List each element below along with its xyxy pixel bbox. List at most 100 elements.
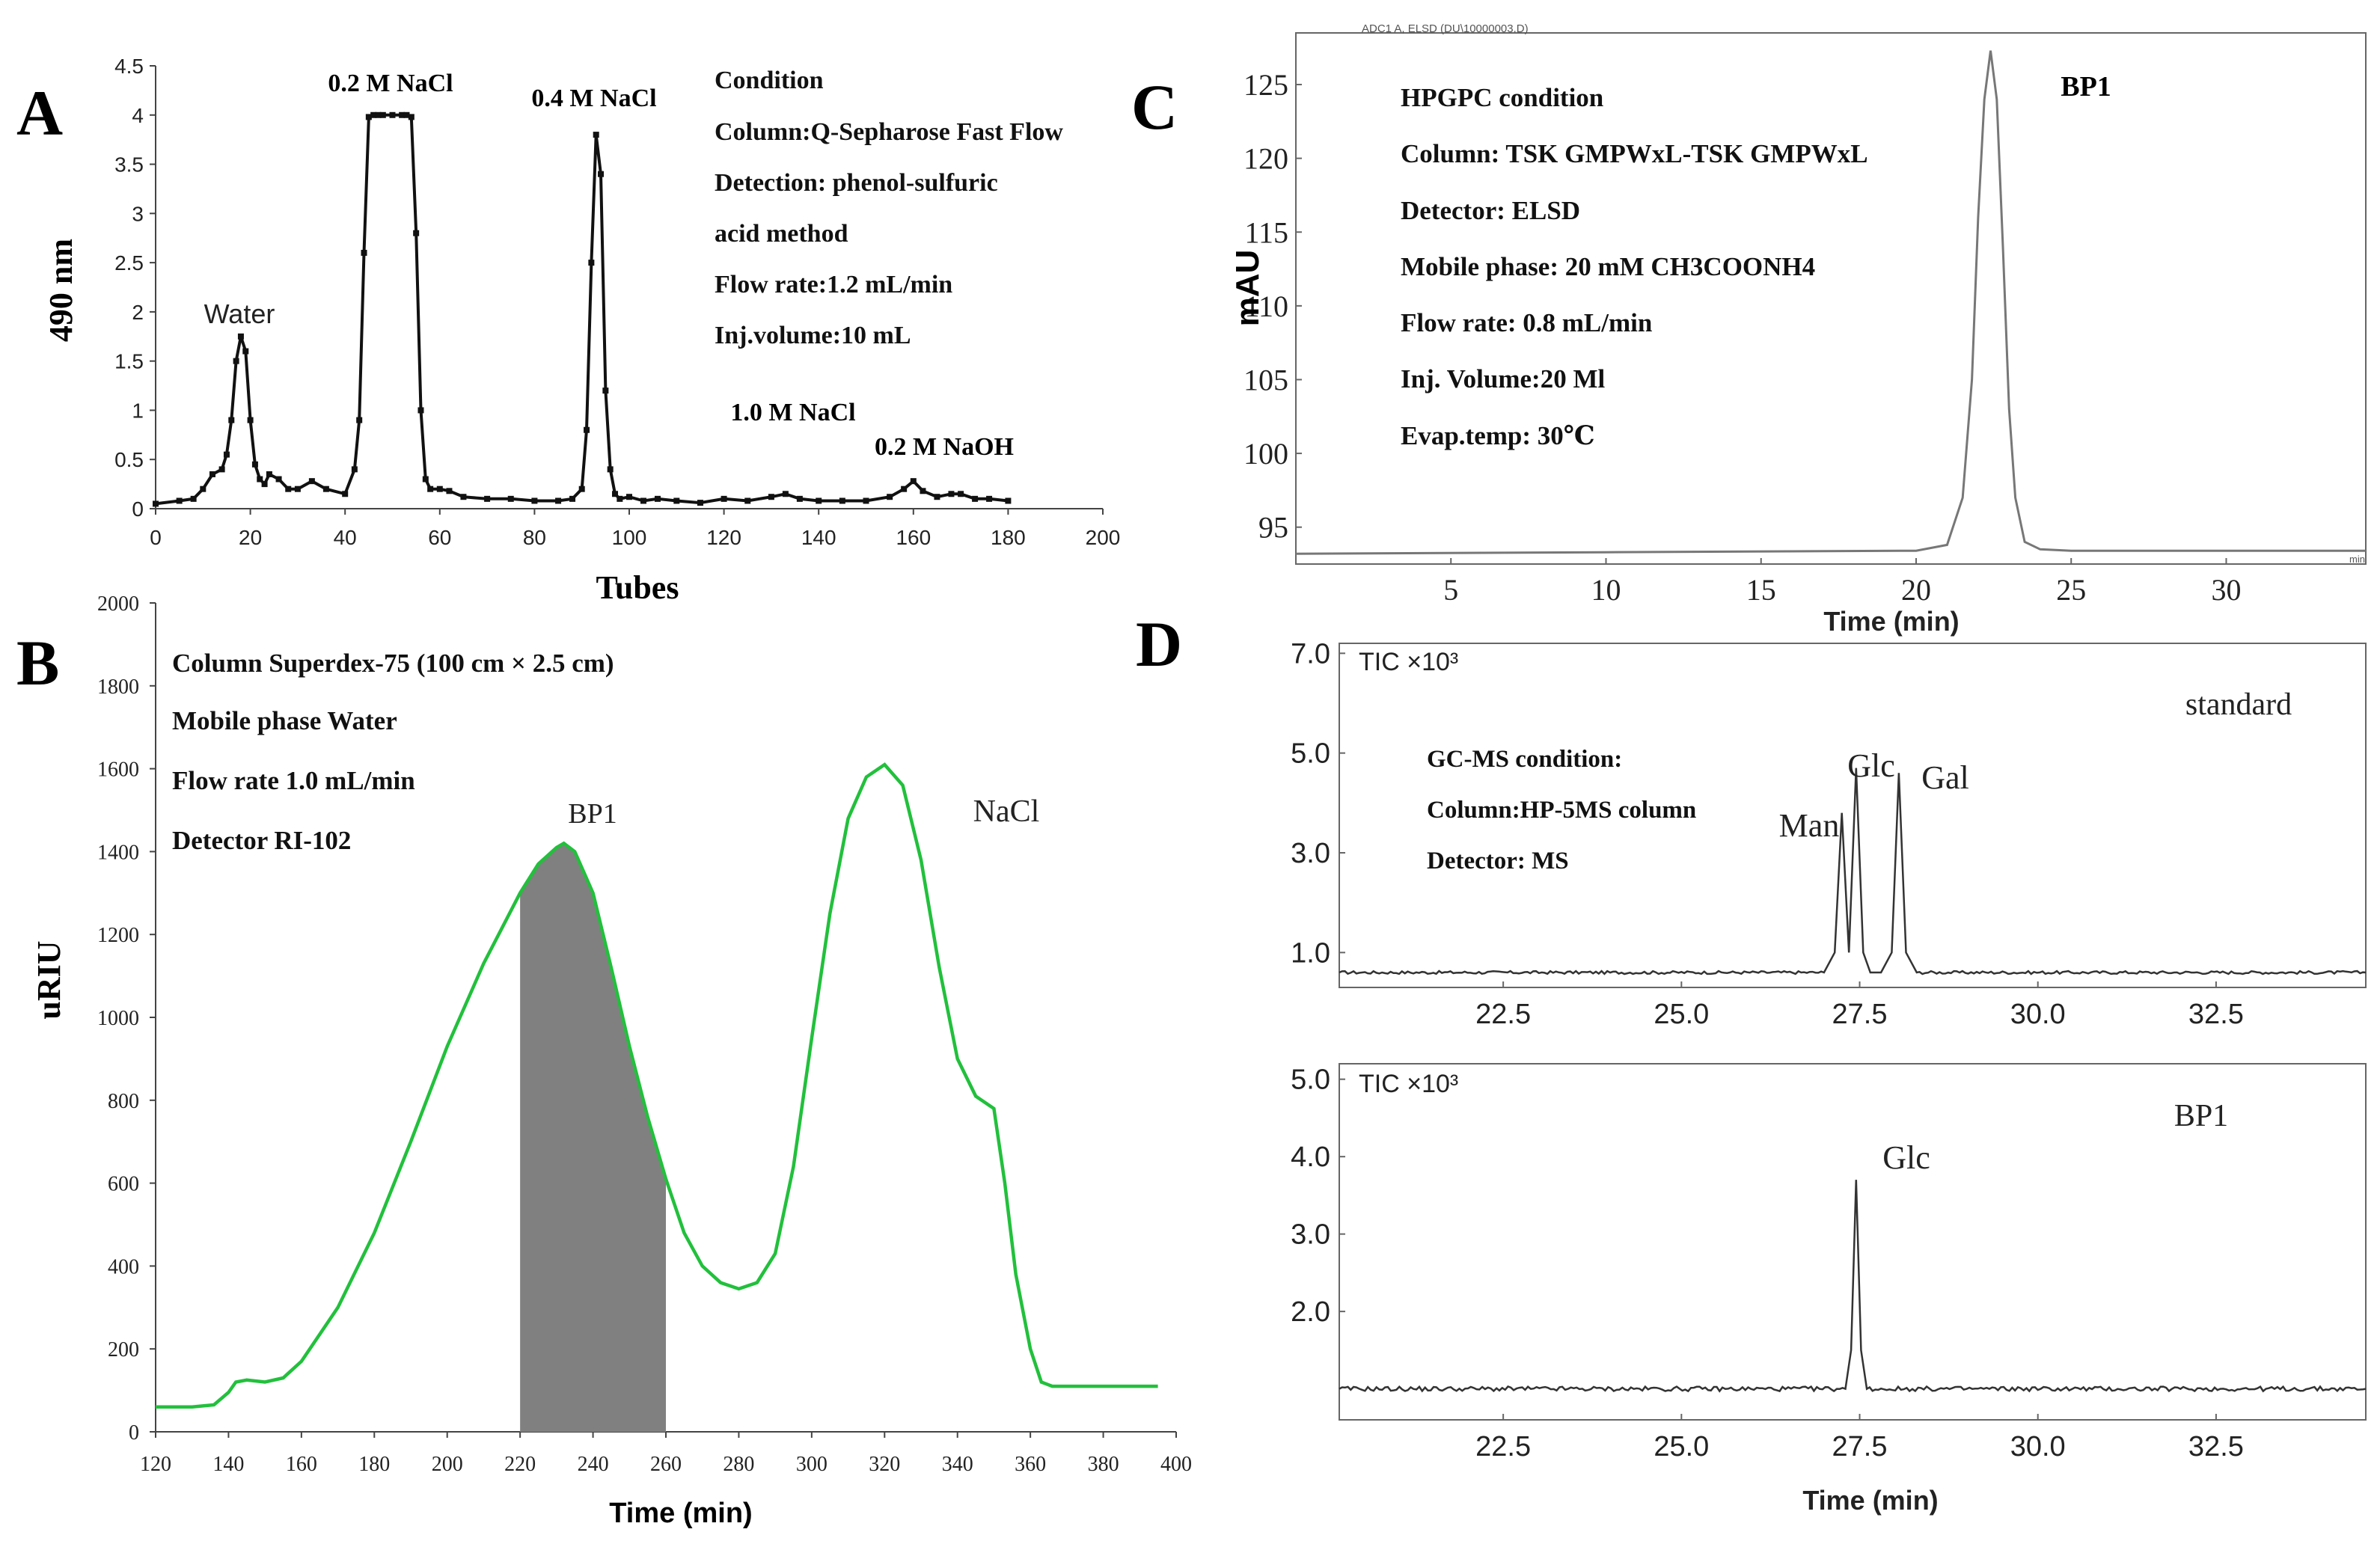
panel-a-data-point bbox=[986, 495, 993, 502]
panel-b-y-tick-label: 0 bbox=[129, 1421, 139, 1445]
panel-a-data-point bbox=[863, 497, 869, 504]
panel-b-x-tick-label: 300 bbox=[796, 1453, 828, 1476]
panel-a-data-point bbox=[768, 494, 774, 500]
panel-a-x-tick-label: 0 bbox=[150, 526, 162, 549]
panel-a-data-point bbox=[408, 114, 414, 120]
panel-a-x-tick-label: 60 bbox=[428, 526, 451, 549]
panel-d-standard-peak-label: Gal bbox=[1921, 759, 1969, 796]
panel-d-standard-x-tick-label: 32.5 bbox=[2188, 999, 2244, 1030]
panel-a-data-point bbox=[744, 497, 751, 504]
panel-d-bp1-series-line bbox=[1339, 1180, 2367, 1393]
panel-a-data-point bbox=[200, 485, 207, 492]
panel-a-data-point bbox=[578, 485, 585, 492]
panel-b-y-tick-label: 800 bbox=[108, 1090, 139, 1113]
panel-a-data-point bbox=[261, 481, 268, 488]
panel-a-data-point bbox=[237, 333, 244, 340]
panel-a-data-point bbox=[531, 497, 538, 504]
panel-a-y-tick-label: 2.5 bbox=[114, 251, 144, 275]
panel-a-y-tick-label: 4.5 bbox=[114, 55, 144, 78]
panel-c-y-tick-label: 100 bbox=[1243, 437, 1288, 471]
panel-a-data-point bbox=[413, 230, 420, 236]
panel-a-x-tick-label: 160 bbox=[896, 526, 931, 549]
panel-a-x-tick-label: 100 bbox=[612, 526, 647, 549]
panel-a-peak-label: 0.4 M NaCl bbox=[531, 85, 656, 112]
panel-b-peak-label: NaCl bbox=[973, 794, 1040, 829]
panel-d-bp1-x-tick-label: 32.5 bbox=[2188, 1431, 2244, 1462]
panel-c-condition-line: Evap.temp: 30℃ bbox=[1401, 421, 1595, 450]
panel-a-peak-label: 1.0 M NaCl bbox=[730, 399, 855, 426]
panel-a-condition-line: Condition bbox=[715, 67, 824, 94]
panel-a-data-point bbox=[934, 494, 940, 500]
panel-c-condition-line: Inj. Volume:20 Ml bbox=[1401, 364, 1605, 393]
panel-a-data-point bbox=[901, 485, 908, 492]
panel-a-data-point bbox=[375, 111, 382, 118]
panel-d-standard-peak-label: Glc bbox=[1847, 747, 1895, 784]
panel-d-bp1-xlabel: Time (min) bbox=[1802, 1485, 1938, 1516]
panel-a-data-point bbox=[721, 495, 727, 502]
panel-letter-c: C bbox=[1131, 71, 1178, 143]
panel-d-bp1-tic-label: TIC ×10³ bbox=[1359, 1070, 1458, 1098]
panel-a-data-point bbox=[607, 466, 614, 473]
panel-c-condition-line: Flow rate: 0.8 mL/min bbox=[1401, 308, 1652, 337]
panel-c-signal-title: ADC1 A, ELSD (DU\10000003.D) bbox=[1362, 22, 1529, 35]
panel-a-data-point bbox=[569, 495, 576, 502]
panel-b-x-tick-label: 400 bbox=[1160, 1453, 1192, 1476]
panel-d-standard-sample-label: standard bbox=[2185, 687, 2292, 722]
panel-c-y-tick-label: 105 bbox=[1243, 363, 1288, 396]
panel-letter-b: B bbox=[16, 627, 59, 699]
panel-d-condition-line: Detector: MS bbox=[1427, 848, 1569, 874]
panel-a-y-tick-label: 0 bbox=[132, 497, 144, 521]
panel-a-xlabel: Tubes bbox=[596, 569, 679, 606]
panel-d-standard-x-tick-label: 25.0 bbox=[1654, 999, 1709, 1030]
panel-b-x-tick-label: 320 bbox=[869, 1453, 900, 1476]
panel-a-data-point bbox=[361, 249, 367, 256]
panel-c-x-tick-label: 5 bbox=[1443, 573, 1458, 607]
panel-a-data-point bbox=[242, 348, 249, 355]
panel-c-xlabel: Time (min) bbox=[1823, 606, 1959, 637]
panel-c-y-tick-label: 120 bbox=[1243, 142, 1288, 176]
panel-a-peak-label: 0.2 M NaOH bbox=[875, 433, 1014, 461]
panel-b-condition-line: Flow rate 1.0 mL/min bbox=[172, 766, 415, 795]
panel-b-series-line bbox=[156, 762, 1158, 1409]
panel-a-condition-line: Detection: phenol-sulfuric bbox=[715, 169, 998, 197]
panel-b-y-tick-label: 1800 bbox=[97, 676, 139, 699]
panel-c-condition-line: Detector: ELSD bbox=[1401, 196, 1580, 225]
panel-d-bp1-sample-label: BP1 bbox=[2174, 1099, 2228, 1133]
panel-a-condition-line: Column:Q-Sepharose Fast Flow bbox=[715, 118, 1063, 146]
panel-c-x-tick-label: 20 bbox=[1901, 573, 1931, 607]
panel-b-y-tick-label: 1200 bbox=[97, 924, 139, 947]
panel-b-x-tick-label: 360 bbox=[1015, 1453, 1046, 1476]
panel-c-x-tick-label: 10 bbox=[1591, 573, 1621, 607]
panel-d-bp1-x-tick-label: 27.5 bbox=[1832, 1431, 1888, 1462]
panel-a-data-point bbox=[626, 494, 632, 500]
panel-b-y-tick-label: 400 bbox=[108, 1255, 139, 1278]
panel-c-y-tick-label: 95 bbox=[1258, 511, 1288, 545]
panel-d-bp1-peak-label: Glc bbox=[1882, 1139, 1930, 1176]
panel-a-peak-label: Water bbox=[204, 298, 275, 329]
panel-a-data-point bbox=[796, 495, 803, 502]
panel-c-condition-line: HPGPC condition bbox=[1401, 83, 1603, 112]
panel-a-y-tick-label: 1.5 bbox=[114, 350, 144, 373]
panel-letter-a: A bbox=[16, 77, 63, 149]
panel-a-data-point bbox=[910, 478, 917, 485]
panel-c-series-line bbox=[1295, 50, 2366, 555]
panel-b-y-tick-label: 200 bbox=[108, 1338, 139, 1361]
panel-a-data-point bbox=[322, 485, 329, 492]
panel-c-y-tick-label: 115 bbox=[1244, 215, 1288, 249]
panel-letter-d: D bbox=[1136, 608, 1182, 680]
panel-b-chart: 120 140 160 180 200 220 240 260 280 300 320 340 360 3… bbox=[31, 592, 1192, 1529]
panel-a-x-tick-label: 80 bbox=[523, 526, 546, 549]
panel-d-condition-line: Column:HP-5MS column bbox=[1427, 797, 1696, 824]
panel-b-xlabel: Time (min) bbox=[609, 1498, 752, 1529]
panel-a-data-point bbox=[816, 497, 822, 504]
panel-b-x-tick-label: 260 bbox=[650, 1453, 682, 1476]
panel-c-x-tick-label: 25 bbox=[2056, 573, 2086, 607]
panel-a-data-point bbox=[782, 491, 789, 497]
panel-d-standard-y-tick-label: 1.0 bbox=[1291, 937, 1330, 969]
panel-b-y-tick-label: 2000 bbox=[97, 592, 139, 616]
panel-a-data-point bbox=[351, 466, 358, 473]
panel-a-data-point bbox=[446, 488, 453, 494]
panel-a-ylabel: 490 nm bbox=[43, 239, 79, 342]
panel-a-data-point bbox=[697, 500, 703, 506]
